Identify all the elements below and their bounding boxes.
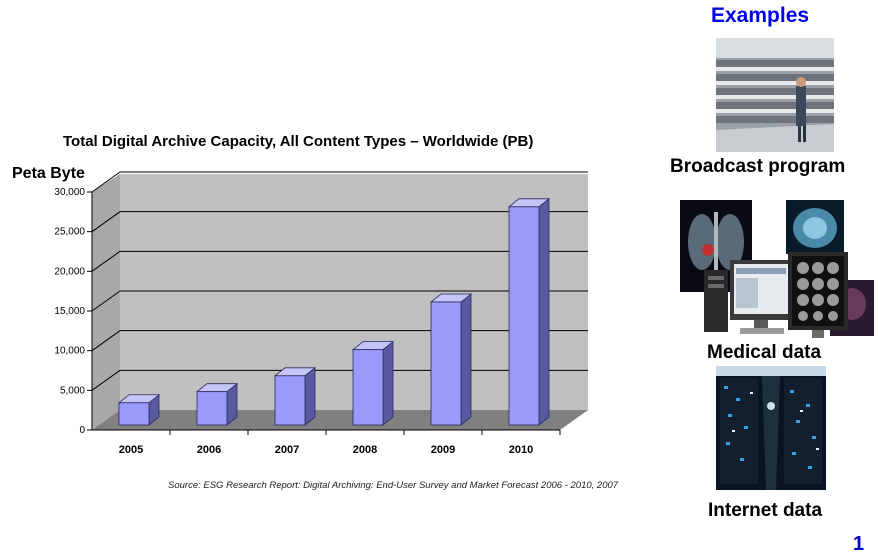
chart-source-note: Source: ESG Research Report: Digital Arc… (168, 480, 619, 491)
y-tick-label: 10,000 (54, 346, 85, 357)
chart-y-axis-label: Peta Byte (12, 165, 85, 182)
bar-2005 (117, 393, 161, 426)
bar-2008 (351, 340, 395, 426)
x-tick-label: 2006 (197, 444, 221, 456)
medical-imaging-photo (680, 200, 874, 338)
y-tick-label: 25,000 (54, 227, 85, 238)
tape-library-photo (716, 38, 834, 152)
gridline-side (91, 250, 121, 272)
server-room-photo (716, 366, 826, 490)
bar-2006 (195, 382, 239, 426)
bar-front (430, 301, 462, 426)
example-label-medical: Medical data (707, 342, 822, 363)
bar-side (382, 340, 394, 426)
bar-side (304, 366, 316, 426)
bar-front (118, 402, 150, 426)
bar-side (538, 198, 550, 426)
chart-title: Total Digital Archive Capacity, All Cont… (63, 133, 534, 150)
bar-2009 (429, 293, 473, 426)
bar-front (508, 206, 540, 426)
y-tick-label: 5,000 (60, 385, 85, 396)
chart-side-wall (92, 174, 120, 430)
x-tick-label: 2007 (275, 444, 299, 456)
bar-front (196, 391, 228, 426)
example-label-broadcast: Broadcast program (670, 156, 846, 177)
bar-front (274, 375, 306, 426)
examples-heading: Examples (711, 4, 810, 27)
x-tick-label: 2008 (353, 444, 377, 456)
bar-side (460, 293, 472, 426)
gridline-side (91, 171, 121, 193)
y-tick-label: 15,000 (54, 306, 85, 317)
gridline-side (91, 290, 121, 312)
y-tick-label: 20,000 (54, 266, 85, 277)
x-tick-label: 2010 (509, 444, 533, 456)
x-tick-label: 2005 (119, 444, 143, 456)
y-tick-label: 30,000 (54, 187, 85, 198)
x-tick-label: 2009 (431, 444, 455, 456)
example-label-internet: Internet data (708, 500, 823, 521)
slide-number: 1 (853, 533, 865, 555)
bar-2010 (507, 198, 551, 426)
gridline-side (91, 330, 121, 352)
bar-front (352, 349, 384, 426)
gridline-side (91, 369, 121, 391)
bar-2007 (273, 366, 317, 426)
gridline-side (91, 211, 121, 233)
y-tick-label: 0 (79, 425, 85, 436)
